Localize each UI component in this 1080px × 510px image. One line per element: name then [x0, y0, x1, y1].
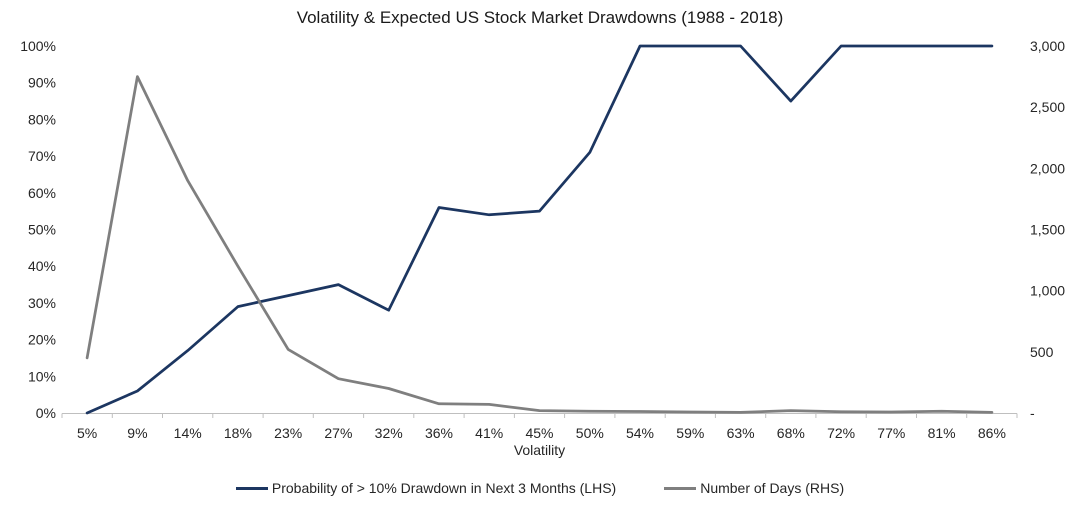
- right-axis-tick-label: -: [1030, 405, 1035, 421]
- left-axis-tick-label: 10%: [28, 368, 56, 384]
- legend-label-days: Number of Days (RHS): [700, 480, 845, 496]
- plot-area: 0% 10% 20% 30% 40% 50% 60% 70% 80% 90% 100% - 500 1,0…: [20, 38, 1065, 441]
- right-axis-tick-label: 500: [1030, 344, 1054, 360]
- x-axis-tick-label: 68%: [777, 425, 805, 441]
- right-axis-tick-label: 2,000: [1030, 160, 1065, 176]
- right-axis-tick-label: 2,500: [1030, 99, 1065, 115]
- x-axis-title: Volatility: [513, 442, 566, 458]
- left-axis-tick-label: 0%: [36, 405, 56, 421]
- left-axis-tick-label: 70%: [28, 148, 56, 164]
- x-axis-tick-label: 32%: [375, 425, 403, 441]
- x-axis-tick-label: 23%: [274, 425, 302, 441]
- x-axis-tick-label: 59%: [676, 425, 704, 441]
- x-axis-tick-label: 5%: [77, 425, 97, 441]
- probability-drawdown-line: [85, 44, 994, 415]
- left-axis-tick-label: 50%: [28, 222, 56, 238]
- x-axis-tick-label: 14%: [174, 425, 202, 441]
- x-axis-tick-label: 9%: [127, 425, 147, 441]
- x-axis-tick-label: 50%: [576, 425, 604, 441]
- left-axis-tick-label: 100%: [20, 38, 56, 54]
- legend-label-probability: Probability of > 10% Drawdown in Next 3 …: [271, 480, 617, 496]
- x-axis-tick-label: 86%: [978, 425, 1006, 441]
- x-axis-tick-label: 41%: [475, 425, 503, 441]
- probability-line-legend-swatch: [235, 486, 268, 490]
- x-axis-tick-label: 72%: [827, 425, 855, 441]
- number-of-days-line: [85, 75, 994, 414]
- x-axis-tick-label: 77%: [877, 425, 905, 441]
- right-axis-tick-label: 1,000: [1030, 283, 1065, 299]
- x-axis-tick-label: 63%: [727, 425, 755, 441]
- days-line-legend-swatch: [664, 486, 697, 490]
- left-axis-tick-label: 20%: [28, 332, 56, 348]
- x-axis-tick-label: 18%: [224, 425, 252, 441]
- left-axis-tick-label: 60%: [28, 185, 56, 201]
- right-axis-tick-label: 1,500: [1030, 222, 1065, 238]
- left-axis-tick-label: 90%: [28, 75, 56, 91]
- x-axis-tick-label: 36%: [425, 425, 453, 441]
- left-axis-tick-label: 40%: [28, 258, 56, 274]
- x-axis-tick-label: 54%: [626, 425, 654, 441]
- legend: Probability of > 10% Drawdown in Next 3 …: [0, 480, 1080, 496]
- legend-item-days: Number of Days (RHS): [664, 480, 844, 496]
- x-axis-tick-label: 81%: [928, 425, 956, 441]
- left-axis-tick-label: 80%: [28, 111, 56, 127]
- legend-item-probability: Probability of > 10% Drawdown in Next 3 …: [235, 480, 617, 496]
- chart-title: Volatility & Expected US Stock Market Dr…: [296, 8, 784, 27]
- left-axis-tick-label: 30%: [28, 295, 56, 311]
- x-axis-tick-label: 45%: [525, 425, 553, 441]
- x-axis-tick-label: 27%: [324, 425, 352, 441]
- right-axis-tick-label: 3,000: [1030, 38, 1065, 54]
